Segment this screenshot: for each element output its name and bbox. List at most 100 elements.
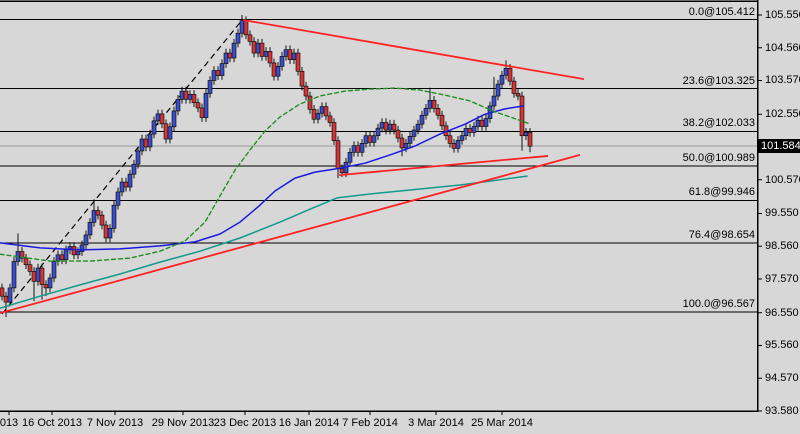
candle-body xyxy=(391,123,397,131)
candle-body xyxy=(303,85,309,97)
candle-body xyxy=(387,123,393,131)
candle-body xyxy=(95,210,101,216)
price-axis-label: 97.570 xyxy=(765,272,799,285)
ascending-support-trendline-short[interactable] xyxy=(338,155,549,177)
date-axis-label: 29 Nov 2013 xyxy=(151,417,215,429)
date-axis-label: 25 Mar 2014 xyxy=(471,417,533,429)
candle-body xyxy=(335,140,341,170)
candle-body xyxy=(199,107,205,118)
candle-body xyxy=(351,145,357,153)
candle-body xyxy=(495,83,501,97)
ma-teal-slow xyxy=(0,175,528,309)
candle-body xyxy=(323,106,329,117)
candle-body xyxy=(59,254,65,261)
current-price-tag: 101.584 xyxy=(757,139,800,154)
candle-body xyxy=(359,143,365,153)
candle-body xyxy=(219,63,225,76)
ma-blue-medium xyxy=(0,105,524,251)
candle-body xyxy=(331,122,337,142)
price-axis-label: 93.580 xyxy=(765,404,799,417)
candle-body xyxy=(475,119,481,127)
candle-body xyxy=(399,137,405,149)
candle-body xyxy=(403,143,409,149)
candle-body xyxy=(11,261,17,289)
candle-body xyxy=(179,90,185,100)
candle-body xyxy=(147,133,153,148)
fib-level-label: 50.0@100.989 xyxy=(682,151,755,164)
candle-body xyxy=(155,113,161,122)
candle-body xyxy=(239,20,245,34)
candle-body xyxy=(151,120,157,135)
candle-body xyxy=(479,119,485,127)
candle-body xyxy=(103,224,109,239)
fib-level-label: 38.2@102.033 xyxy=(682,117,755,130)
date-axis-label: 7 Feb 2014 xyxy=(342,417,398,429)
descending-resistance-trendline[interactable] xyxy=(242,19,585,81)
candle-body xyxy=(195,102,201,109)
candle-body xyxy=(267,51,273,64)
candle-body xyxy=(315,112,321,120)
candle-body xyxy=(307,95,313,110)
candle-body xyxy=(519,95,525,137)
candle-body xyxy=(427,100,433,109)
candle-body xyxy=(227,52,233,59)
candle-body xyxy=(411,129,417,137)
fib-level-label: 100.0@96.567 xyxy=(682,298,755,311)
candle-body xyxy=(251,41,257,54)
candle-body xyxy=(43,284,49,289)
candle-body xyxy=(459,135,465,141)
candle-body xyxy=(447,135,453,144)
candle-body xyxy=(75,251,81,256)
candle-body xyxy=(467,128,473,133)
date-axis-label: 7 Nov 2013 xyxy=(86,417,144,429)
candle-body xyxy=(451,143,457,149)
candle-body xyxy=(491,95,497,107)
candle-body xyxy=(287,49,293,60)
candle-body xyxy=(275,65,281,77)
candle-body xyxy=(183,90,189,100)
candle-body xyxy=(71,246,77,256)
candle-body xyxy=(347,151,353,163)
candle-body xyxy=(295,52,301,72)
candle-body xyxy=(127,173,133,188)
candle-body xyxy=(499,74,505,85)
price-axis-label: 102.550 xyxy=(765,108,800,121)
candle-body xyxy=(175,99,181,112)
candle-body xyxy=(283,49,289,57)
candle-body xyxy=(515,93,521,97)
candle-body xyxy=(395,129,401,139)
date-axis-label: 16 Oct 2013 xyxy=(22,417,82,429)
candle-body xyxy=(51,261,57,279)
candle-body xyxy=(223,52,229,64)
ma-green-dashed-fast xyxy=(0,87,529,262)
candle-body xyxy=(47,277,53,289)
price-axis-label: 105.550 xyxy=(765,9,800,21)
candle-body xyxy=(319,106,325,114)
candle-body xyxy=(191,94,197,103)
candle-body xyxy=(415,123,421,131)
candle-body xyxy=(215,70,221,76)
candle-body xyxy=(511,80,517,94)
candle-body xyxy=(107,228,113,239)
candle-body xyxy=(167,126,173,140)
candle-body xyxy=(79,244,85,252)
candle-body xyxy=(339,168,345,174)
candle-body xyxy=(87,222,93,236)
candle-body xyxy=(111,204,117,229)
candle-body xyxy=(439,114,445,127)
candle-body xyxy=(115,191,121,206)
price-axis-label: 95.560 xyxy=(765,339,799,352)
candle-body xyxy=(23,257,29,266)
ascending-support-trendline-long[interactable] xyxy=(0,154,581,314)
candle-body xyxy=(463,128,469,137)
candle-body xyxy=(187,94,193,100)
candle-body xyxy=(231,42,237,59)
date-axis-label: 3 Mar 2014 xyxy=(408,417,464,429)
candle-body xyxy=(143,138,149,148)
candle-body xyxy=(279,56,285,67)
candle-body xyxy=(83,234,89,246)
candle-body xyxy=(247,34,253,42)
candle-body xyxy=(271,62,277,77)
candle-body xyxy=(435,107,441,116)
